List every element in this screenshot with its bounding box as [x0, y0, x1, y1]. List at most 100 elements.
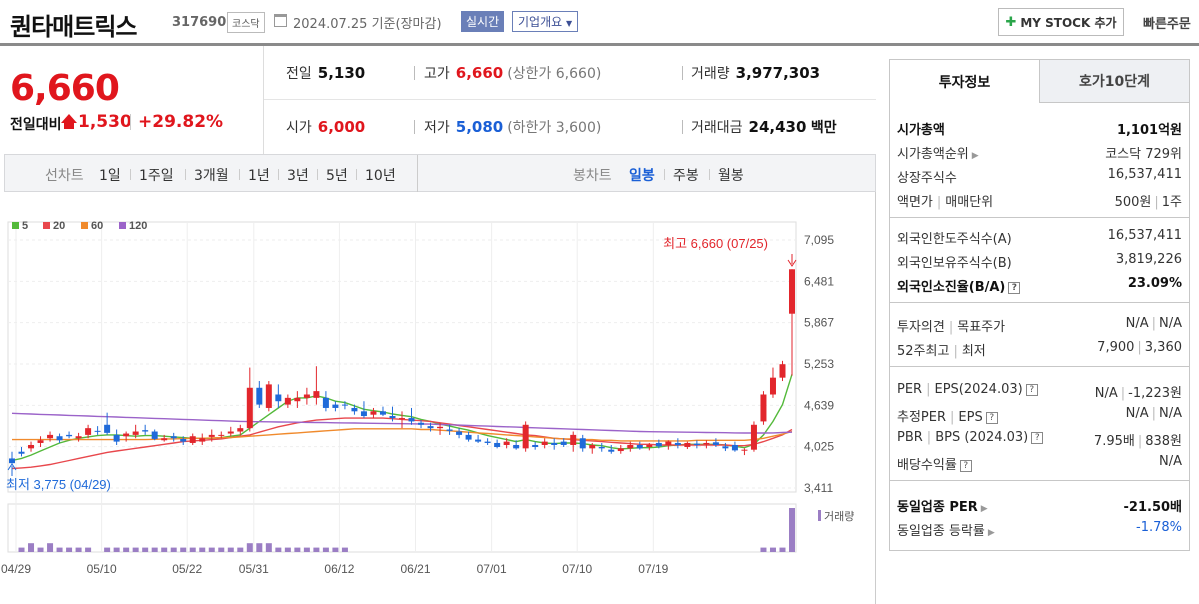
- info-label: 배당수익률?: [897, 454, 972, 473]
- candle-body: [113, 434, 120, 442]
- candle-body: [18, 451, 25, 454]
- period-10y[interactable]: 10년: [365, 168, 396, 184]
- info-value: 3,819,226: [1115, 252, 1182, 267]
- volume-bar: [189, 547, 196, 552]
- volume-bar: [227, 547, 234, 552]
- up-arrow-icon-base: [64, 122, 74, 129]
- candle-body: [180, 438, 187, 442]
- candle-body: [722, 446, 729, 449]
- candle-body: [655, 442, 662, 447]
- info-row: 외국인소진율(B/A)? 23.09%: [890, 272, 1189, 296]
- x-tick-label: 07/19: [638, 562, 668, 576]
- candle-body: [627, 444, 634, 449]
- candle-body: [170, 436, 177, 439]
- volume-bar: [18, 547, 25, 552]
- chart-canvas[interactable]: 7,095 6,481 5,867 5,253 4,639 4,025 3,411 04/29…: [0, 192, 876, 604]
- low-arrow-head: [7, 463, 17, 471]
- volume-bar: [161, 547, 168, 552]
- period-1w[interactable]: 1주일: [139, 168, 174, 184]
- header-divider: [0, 43, 1199, 46]
- caret-right-icon[interactable]: ▶: [987, 528, 995, 538]
- tab-investment-info[interactable]: 투자정보: [890, 60, 1040, 103]
- info-label: 52주최고 | 최저: [897, 344, 986, 359]
- period-3y[interactable]: 3년: [287, 168, 309, 184]
- candle-body: [123, 433, 130, 437]
- divider: [682, 120, 683, 134]
- candle-body: [608, 449, 615, 452]
- candle-body: [570, 434, 577, 445]
- info-label: 시가총액: [897, 123, 945, 138]
- period-3m[interactable]: 3개월: [194, 168, 229, 184]
- candle-body: [750, 424, 757, 450]
- realtime-button[interactable]: 실시간: [461, 11, 505, 32]
- candle-body: [256, 387, 263, 405]
- info-row: 배당수익률? N/A: [890, 450, 1189, 474]
- stock-chart[interactable]: 7,095 6,481 5,867 5,253 4,639 4,025 3,411 04/29…: [0, 192, 876, 604]
- candle-body: [370, 411, 377, 415]
- info-value: 코스닥 729위: [1105, 147, 1182, 162]
- volume-bar: [341, 547, 348, 552]
- divider: [239, 169, 240, 180]
- plus-icon: ✚: [1005, 14, 1017, 30]
- company-info-dropdown[interactable]: 기업개요 ▼: [512, 11, 579, 32]
- candle-body: [332, 404, 339, 408]
- candle-monthly[interactable]: 월봉: [718, 168, 744, 184]
- volume-bar: [769, 547, 776, 552]
- divider: [417, 155, 418, 192]
- my-stock-add-button[interactable]: ✚ MY STOCK 추가: [998, 8, 1124, 36]
- divider: [414, 120, 415, 134]
- info-label: PER | EPS(2024.03)?: [897, 382, 1038, 397]
- info-row[interactable]: 동일업종 등락률 ▶ -1.78%: [890, 516, 1189, 540]
- high-annotation: 최고 6,660 (07/25): [663, 236, 768, 251]
- volume-bar: [303, 547, 310, 552]
- info-row[interactable]: 시가총액순위 ▶ 코스닥 729위: [890, 139, 1189, 163]
- volume-legend-swatch: [818, 510, 821, 521]
- candle-body: [189, 436, 196, 443]
- candle-daily[interactable]: 일봉: [629, 168, 655, 184]
- info-row[interactable]: 동일업종 PER ▶ -21.50배: [890, 492, 1189, 516]
- info-row: 52주최고 | 최저 7,900 | 3,360: [890, 336, 1189, 360]
- help-icon[interactable]: ?: [959, 460, 972, 472]
- candle-body: [427, 426, 434, 429]
- info-row: 액면가 | 매매단위 500원 | 1주: [890, 187, 1189, 211]
- trade-amount: 거래대금 24,430 백만: [691, 118, 837, 136]
- info-value: 16,537,411: [1107, 228, 1182, 243]
- candle-chart-label: 봉차트: [573, 168, 612, 184]
- candle-body: [66, 434, 73, 437]
- period-1d[interactable]: 1일: [99, 168, 121, 184]
- caret-right-icon[interactable]: ▶: [971, 151, 979, 161]
- volume-bar: [75, 547, 82, 552]
- candle-body: [389, 416, 396, 419]
- caret-right-icon[interactable]: ▶: [980, 504, 988, 514]
- tab-order-book[interactable]: 호가10단계: [1040, 60, 1189, 103]
- candle-body: [37, 440, 44, 443]
- change-value: 1,530: [78, 112, 132, 132]
- plot-frame: [7, 221, 797, 493]
- help-icon[interactable]: ?: [1031, 432, 1044, 444]
- period-1y[interactable]: 1년: [248, 168, 270, 184]
- volume-bar: [199, 547, 206, 552]
- period-5y[interactable]: 5년: [326, 168, 348, 184]
- help-icon[interactable]: ?: [985, 412, 998, 424]
- info-value: 1,101억원: [1116, 123, 1182, 138]
- candle-weekly[interactable]: 주봉: [673, 168, 699, 184]
- volume: 거래량 3,977,303: [691, 64, 821, 82]
- info-label: 시가총액순위 ▶: [897, 147, 979, 162]
- candle-body: [494, 442, 501, 448]
- divider: [130, 114, 131, 130]
- info-label: 투자의견 | 목표주가: [897, 320, 1006, 335]
- info-row: 외국인한도주식수(A) 16,537,411: [890, 224, 1189, 248]
- info-value: N/A | N/A: [1125, 316, 1182, 331]
- volume-bar: [256, 543, 263, 552]
- help-icon[interactable]: ?: [1025, 384, 1038, 396]
- y-tick-label: 4,025: [804, 440, 834, 454]
- quick-order-button[interactable]: 빠른주문: [1143, 17, 1191, 32]
- stats-row: 전일 5,130 고가 6,660 (상한가 6,660) 거래량 3,977,303: [264, 46, 876, 100]
- candle-body: [712, 442, 719, 445]
- legend-label: 120: [129, 220, 147, 232]
- candle-body: [284, 397, 291, 405]
- volume-bar: [151, 547, 158, 552]
- candle-body: [379, 411, 386, 415]
- help-icon[interactable]: ?: [1008, 282, 1021, 294]
- info-row: 시가총액 1,101억원: [890, 115, 1189, 139]
